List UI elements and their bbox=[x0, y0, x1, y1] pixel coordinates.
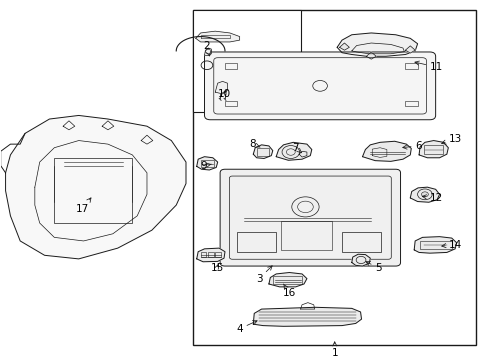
Polygon shape bbox=[413, 237, 456, 253]
Bar bbox=[215, 252, 221, 257]
Bar bbox=[419, 241, 451, 249]
Bar bbox=[256, 148, 268, 156]
Bar bbox=[193, 10, 300, 112]
Polygon shape bbox=[215, 81, 227, 94]
Polygon shape bbox=[253, 145, 272, 158]
Text: 16: 16 bbox=[282, 284, 295, 298]
Bar bbox=[224, 63, 237, 69]
Polygon shape bbox=[196, 157, 217, 170]
Polygon shape bbox=[405, 46, 414, 53]
Polygon shape bbox=[253, 307, 361, 326]
Bar bbox=[405, 63, 417, 69]
Text: 1: 1 bbox=[331, 342, 337, 358]
Polygon shape bbox=[5, 116, 185, 259]
Polygon shape bbox=[268, 273, 306, 287]
Text: 2: 2 bbox=[203, 41, 210, 56]
Bar bbox=[200, 160, 214, 167]
Polygon shape bbox=[362, 141, 410, 161]
Text: 14: 14 bbox=[441, 239, 462, 249]
Text: 17: 17 bbox=[76, 198, 91, 214]
FancyBboxPatch shape bbox=[204, 52, 435, 120]
Bar bbox=[200, 252, 206, 257]
Bar bbox=[207, 252, 213, 257]
Polygon shape bbox=[336, 33, 417, 56]
Bar bbox=[237, 232, 276, 252]
Polygon shape bbox=[276, 142, 311, 160]
Text: 15: 15 bbox=[210, 263, 223, 273]
Polygon shape bbox=[366, 52, 375, 59]
Text: 5: 5 bbox=[365, 262, 381, 273]
Bar bbox=[423, 145, 443, 154]
Bar bbox=[193, 10, 475, 345]
Text: 3: 3 bbox=[255, 266, 272, 284]
Polygon shape bbox=[418, 140, 447, 158]
Bar bbox=[281, 221, 331, 250]
Text: 13: 13 bbox=[441, 134, 462, 144]
Polygon shape bbox=[351, 254, 369, 266]
Text: 7: 7 bbox=[292, 143, 301, 153]
FancyBboxPatch shape bbox=[220, 169, 400, 266]
Text: 6: 6 bbox=[402, 141, 421, 151]
Polygon shape bbox=[204, 48, 211, 55]
Text: 8: 8 bbox=[249, 139, 260, 149]
Bar bbox=[272, 276, 302, 284]
Text: 4: 4 bbox=[236, 321, 257, 334]
Text: 10: 10 bbox=[217, 89, 230, 99]
Polygon shape bbox=[196, 248, 224, 262]
Polygon shape bbox=[339, 43, 348, 50]
Bar bbox=[224, 101, 237, 107]
Text: 11: 11 bbox=[414, 61, 442, 72]
Bar bbox=[54, 158, 132, 223]
Bar bbox=[405, 101, 417, 107]
Circle shape bbox=[421, 192, 427, 197]
Text: 9: 9 bbox=[200, 161, 211, 171]
Polygon shape bbox=[409, 187, 439, 202]
Polygon shape bbox=[195, 31, 239, 42]
Bar bbox=[341, 232, 380, 252]
Text: 12: 12 bbox=[422, 193, 442, 203]
